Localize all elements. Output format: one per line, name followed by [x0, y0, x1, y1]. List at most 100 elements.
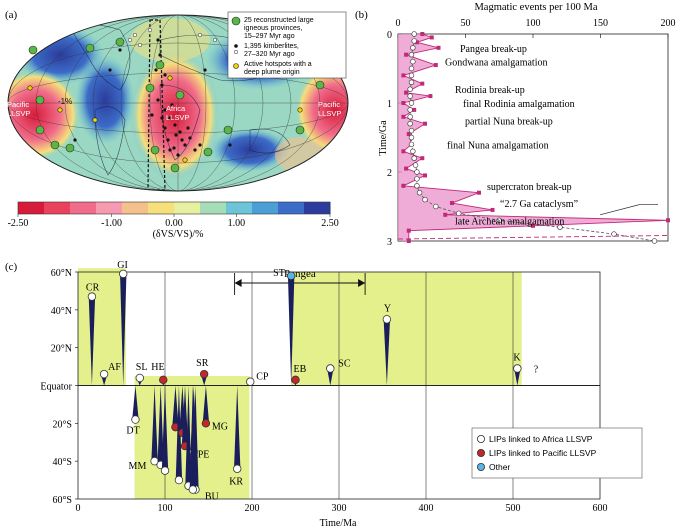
lip-marker [199, 369, 209, 379]
panel-c-xtick-label: 300 [332, 503, 347, 514]
kimberlite-open-points [127, 27, 218, 48]
colorbar-segment [96, 202, 123, 214]
panel-b-event-label: Pangea break-up [460, 44, 527, 55]
panel-b-pink-point [412, 107, 417, 112]
panel-c-chart: 0 100 200 300 400 500 600 60°N 40°N 20°N Equator 20… [40, 260, 607, 514]
panel-a-label: (a) [5, 9, 18, 21]
panel-b-white-point [456, 210, 462, 217]
legend-kimb-l2: 27–320 Myr ago [244, 51, 295, 58]
panel-c-xtick-label: 200 [245, 503, 260, 514]
panel-b-white-point [411, 31, 417, 37]
colorbar-segment [44, 202, 71, 214]
panel-c-xtick-label: 0 [76, 503, 81, 514]
panel-b-pink-point [428, 94, 433, 99]
panel-b-pink-point [429, 35, 434, 40]
lip-spike [132, 385, 139, 420]
lip-spike [287, 275, 295, 386]
map-legend: 25 reconstructed large igneous provinces… [227, 11, 347, 79]
panel-b-ytick-label: 3 [387, 237, 392, 248]
lip-marker [382, 315, 392, 324]
lip-marker [160, 466, 170, 475]
colorbar-label: (δVS/VS)/% [153, 229, 204, 240]
lip-spike [120, 273, 127, 386]
panel-b-pink-point [420, 156, 425, 161]
panel-b-pink-point [401, 114, 406, 119]
lip-marker [513, 364, 522, 373]
pangea-arrow-head [358, 279, 366, 287]
panel-b-white-point [407, 93, 413, 99]
panel-b-pink-point [414, 40, 419, 45]
panel-b-label: (b) [355, 9, 368, 21]
lip-label: Y [384, 303, 391, 314]
panel-b-white-point [422, 196, 428, 203]
lip-spike [189, 385, 197, 490]
legend-lips-l1: 25 reconstructed large [244, 17, 314, 24]
panel-b-ylabel: Time/Ga [378, 120, 389, 156]
panel-b-white-point [411, 38, 417, 44]
panel-b-pointer [599, 204, 641, 216]
panel-c-ytick-label: 60°S [52, 495, 72, 506]
panel-c-ytick-label: 60°N [51, 268, 72, 279]
lip-spike [185, 385, 192, 486]
legend-africa: LIPs linked to Africa LLSVP [489, 434, 593, 444]
panel-b-white-point [408, 134, 415, 141]
lip-label: GI [117, 260, 128, 271]
panel-b-white-point [416, 190, 423, 196]
panel-b-pink-point [443, 212, 448, 217]
lip-marker [188, 485, 198, 494]
panel-c-legend: LIPs linked to Africa LLSVP LIPs linked … [471, 427, 643, 479]
panel-b-xtick-label: 50 [461, 18, 471, 29]
legend-lips-l2: igneous provinces, [244, 25, 302, 32]
panel-b-ytick-label: 2 [387, 168, 392, 179]
panel-b-white-point [408, 141, 415, 148]
lip-label: ST [273, 268, 285, 279]
panel-c-xtick-label: 600 [593, 503, 608, 514]
panel-b-pink-point [404, 52, 409, 57]
panel-b-white-point [407, 107, 413, 113]
panel-b-title: Magmatic events per 100 Ma [474, 2, 597, 13]
lip-label: PE [198, 450, 210, 461]
panel-b-pink-point [420, 32, 425, 36]
panel-c-yellow-zone [291, 272, 522, 386]
panel-b-white-point [411, 155, 417, 161]
colorbar-segment [122, 202, 149, 214]
pacific-llsvp-left-2: LLSVP [7, 109, 30, 118]
panel-b-xtick-label: 0 [396, 18, 401, 29]
pacific-llsvp-right-2: LLSVP [318, 109, 341, 118]
panel-b-pink-point [420, 81, 425, 86]
lip-marker [286, 271, 296, 280]
pacific-llsvp-right-1: Pacific [318, 100, 340, 109]
colorbar-tick-label: -2.50 [8, 218, 29, 229]
panel-b-pink-point [404, 166, 409, 171]
panel-b-pink-point [401, 183, 406, 188]
lip-label: AF [108, 362, 121, 373]
panel-b-white-point [408, 51, 415, 58]
panel-b-pink-point [423, 173, 427, 178]
lip-spike [157, 385, 164, 465]
panel-b-pink-point [531, 223, 535, 228]
lip-spike [202, 385, 210, 424]
panel-b-white-point [412, 162, 419, 168]
panel-b-event-label: Rodinia break-up [455, 85, 525, 96]
panel-b-white-point [496, 217, 502, 224]
lip-spike [383, 319, 391, 386]
panel-b-pink-point [423, 121, 427, 126]
panel-b-white-point [407, 86, 413, 92]
panel-b-pink-point [450, 201, 454, 206]
panel-b-ytick-label: 0 [387, 30, 392, 41]
panel-b-white-point [410, 148, 416, 155]
lip-label: MG [212, 421, 228, 432]
lip-marker [135, 373, 144, 383]
lip-label: SR [196, 358, 209, 369]
colorbar-segment [148, 202, 175, 214]
panel-b-pink-point [404, 90, 409, 95]
lip-spike [234, 385, 241, 469]
hotspot-markers [27, 75, 303, 163]
panel-b-xtick-label: 100 [526, 18, 541, 29]
panel-b-white-point [408, 65, 415, 72]
panel-b-pink-point [401, 101, 406, 105]
colorbar-segment [304, 202, 331, 214]
lip-spike [181, 385, 189, 447]
lip-label: DT [126, 426, 139, 437]
panel-b-event-label: Gondwana amalgamation [445, 58, 547, 69]
